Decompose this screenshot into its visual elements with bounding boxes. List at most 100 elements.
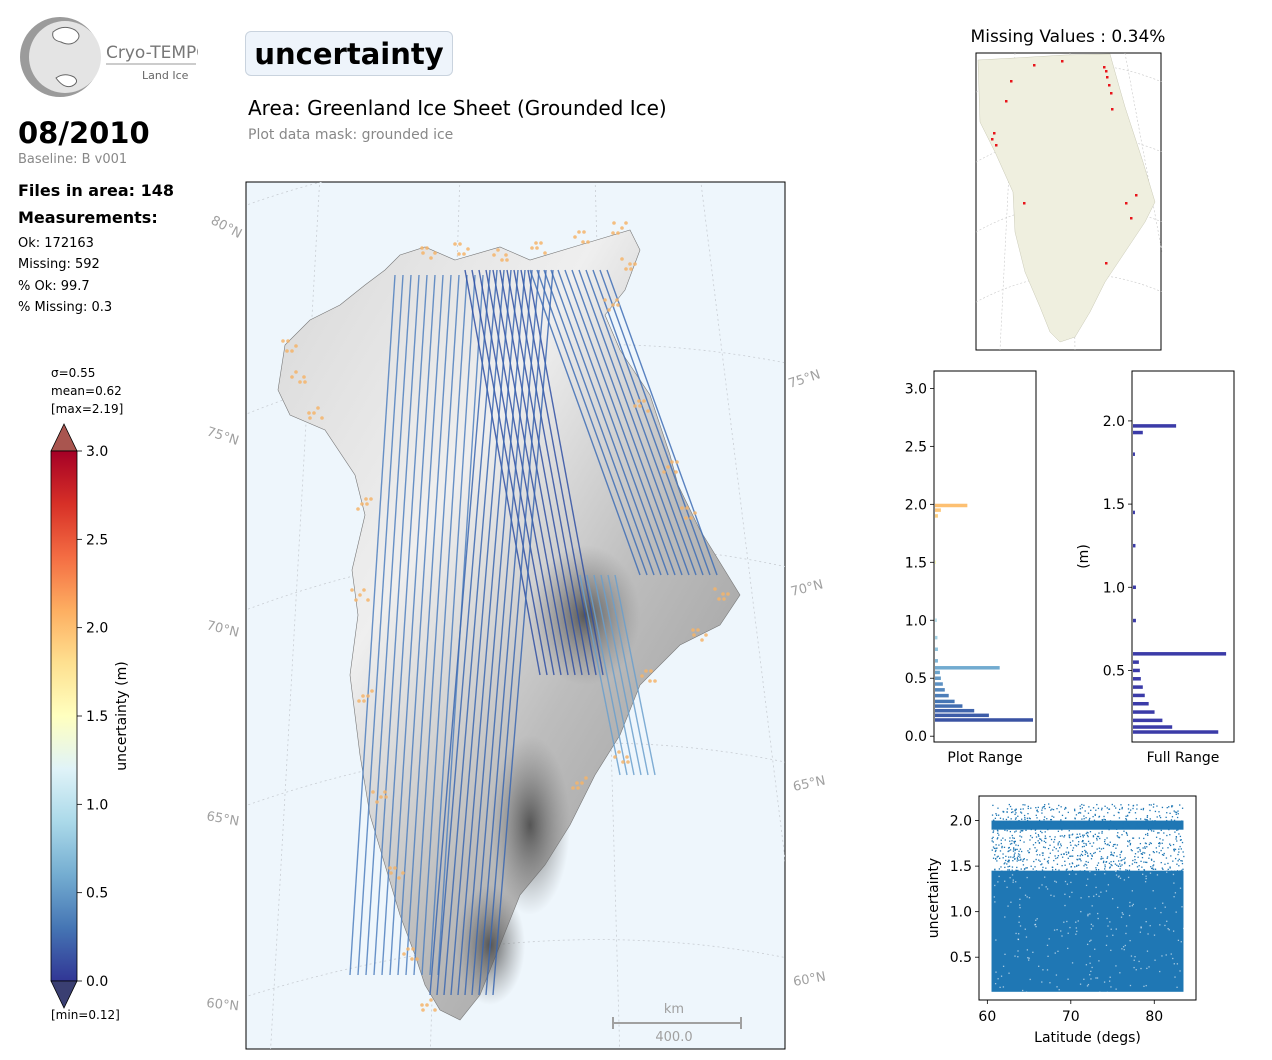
scatter-gap <box>1090 978 1092 980</box>
scatter-point <box>1047 862 1050 864</box>
scatter-point <box>1137 856 1139 858</box>
missing-point <box>1061 60 1064 63</box>
scatter-gap <box>997 978 999 980</box>
scatter-point <box>1131 863 1134 865</box>
scatter-point <box>1154 820 1156 822</box>
scatter-point <box>1005 855 1007 858</box>
scatter-point <box>1134 855 1136 858</box>
scatter-gap <box>1007 905 1009 907</box>
scatter-gap <box>1015 881 1017 883</box>
scatter-point <box>1064 817 1067 819</box>
scatter-point <box>1060 819 1062 821</box>
scatter-point <box>1076 864 1078 867</box>
scatter-gap <box>1149 872 1152 874</box>
scatter-point <box>1017 844 1019 847</box>
scatter-point <box>1139 850 1141 852</box>
margin-measurement <box>653 679 657 683</box>
scatter-point <box>1014 809 1016 811</box>
scatter-point <box>1027 813 1029 815</box>
scatter-point <box>1112 845 1114 848</box>
scatter-point <box>1017 855 1019 857</box>
scatter-point <box>1012 850 1015 852</box>
margin-measurement <box>616 231 620 235</box>
scatter-gap <box>1153 934 1156 936</box>
margin-measurement <box>369 497 373 501</box>
scatter-point <box>1108 862 1111 864</box>
scatter-point <box>1022 864 1025 866</box>
margin-measurement <box>421 251 425 255</box>
margin-measurement <box>350 588 354 592</box>
scatter-point <box>1083 818 1085 820</box>
scatter-gap <box>1029 978 1031 981</box>
scatter-gap <box>1035 925 1037 928</box>
histogram-bar <box>935 718 1033 722</box>
scatter-point <box>1096 837 1098 840</box>
scatter-gap <box>1144 881 1147 883</box>
satellite-track <box>464 269 541 676</box>
scatter-xtick-label: 60 <box>978 1009 996 1025</box>
scatter-point <box>1044 831 1046 833</box>
scatter-point <box>1098 816 1100 818</box>
margin-measurement <box>425 246 429 250</box>
scatter-point <box>1019 856 1021 858</box>
scatter-point <box>1155 823 1157 825</box>
scatter-point <box>1162 868 1164 870</box>
scatter-point <box>1031 836 1033 839</box>
scatter-point <box>1065 807 1067 809</box>
scatter-point <box>1118 808 1121 811</box>
scatter-point <box>1149 809 1151 812</box>
scatter-point <box>1181 860 1183 862</box>
scatter-point <box>1144 842 1147 844</box>
scatter-gap <box>997 881 999 883</box>
scatter-point <box>1011 866 1014 868</box>
scatter-point <box>1019 831 1021 833</box>
lat-label: 65°N <box>792 773 827 794</box>
scatter-point <box>1087 835 1089 838</box>
scatter-point <box>1004 839 1006 841</box>
scatter-point <box>1065 851 1067 853</box>
scatter-point <box>1140 860 1142 863</box>
scatter-gap <box>1026 896 1028 898</box>
logo-title: Cryo-TEMPO <box>106 43 198 63</box>
scatter-gap <box>1094 873 1096 876</box>
scatter-gap <box>1148 966 1150 968</box>
lat-label: 65°N <box>205 809 240 829</box>
scatter-point <box>1155 847 1157 849</box>
scatter-point <box>1182 851 1184 853</box>
margin-measurement <box>383 790 387 794</box>
scatter-point <box>1085 850 1087 853</box>
scatter-point <box>1120 860 1122 862</box>
margin-measurement <box>307 411 311 415</box>
scatter-gap <box>1092 925 1094 927</box>
scatter-point <box>1044 837 1046 840</box>
colorbar-tick-label: 2.5 <box>86 532 108 548</box>
scatter-point <box>1009 840 1011 842</box>
scatter-gap <box>1091 905 1093 907</box>
scatter-point <box>1147 820 1149 822</box>
scatter-point <box>1097 869 1100 871</box>
scatter-point <box>1049 835 1051 838</box>
histogram-tick-label: 1.5 <box>1103 497 1125 513</box>
scatter-point <box>1034 847 1036 849</box>
scatter-point <box>1119 854 1121 856</box>
scatter-point <box>1016 860 1018 862</box>
scatter-point <box>1037 806 1039 809</box>
scatter-point <box>1074 809 1076 812</box>
histogram-tick-label: 2.5 <box>905 439 927 455</box>
scatter-point <box>1092 842 1095 844</box>
histogram-bar <box>935 682 943 686</box>
margin-measurement <box>611 231 615 235</box>
margin-measurement <box>576 786 580 790</box>
scatter-gap <box>1054 952 1056 954</box>
scatter-point <box>1014 857 1016 860</box>
scatter-gap <box>1089 870 1091 873</box>
scatter-point <box>1100 858 1103 860</box>
colorbar-tick-label: 1.5 <box>86 709 108 725</box>
scatter-gap <box>1117 876 1120 878</box>
scatter-point <box>1052 808 1055 811</box>
satellite-track <box>607 574 649 776</box>
scatter-point <box>1120 804 1122 806</box>
satellite-track <box>357 274 404 976</box>
scatter-point <box>1136 821 1139 824</box>
scatter-point <box>1127 825 1130 827</box>
